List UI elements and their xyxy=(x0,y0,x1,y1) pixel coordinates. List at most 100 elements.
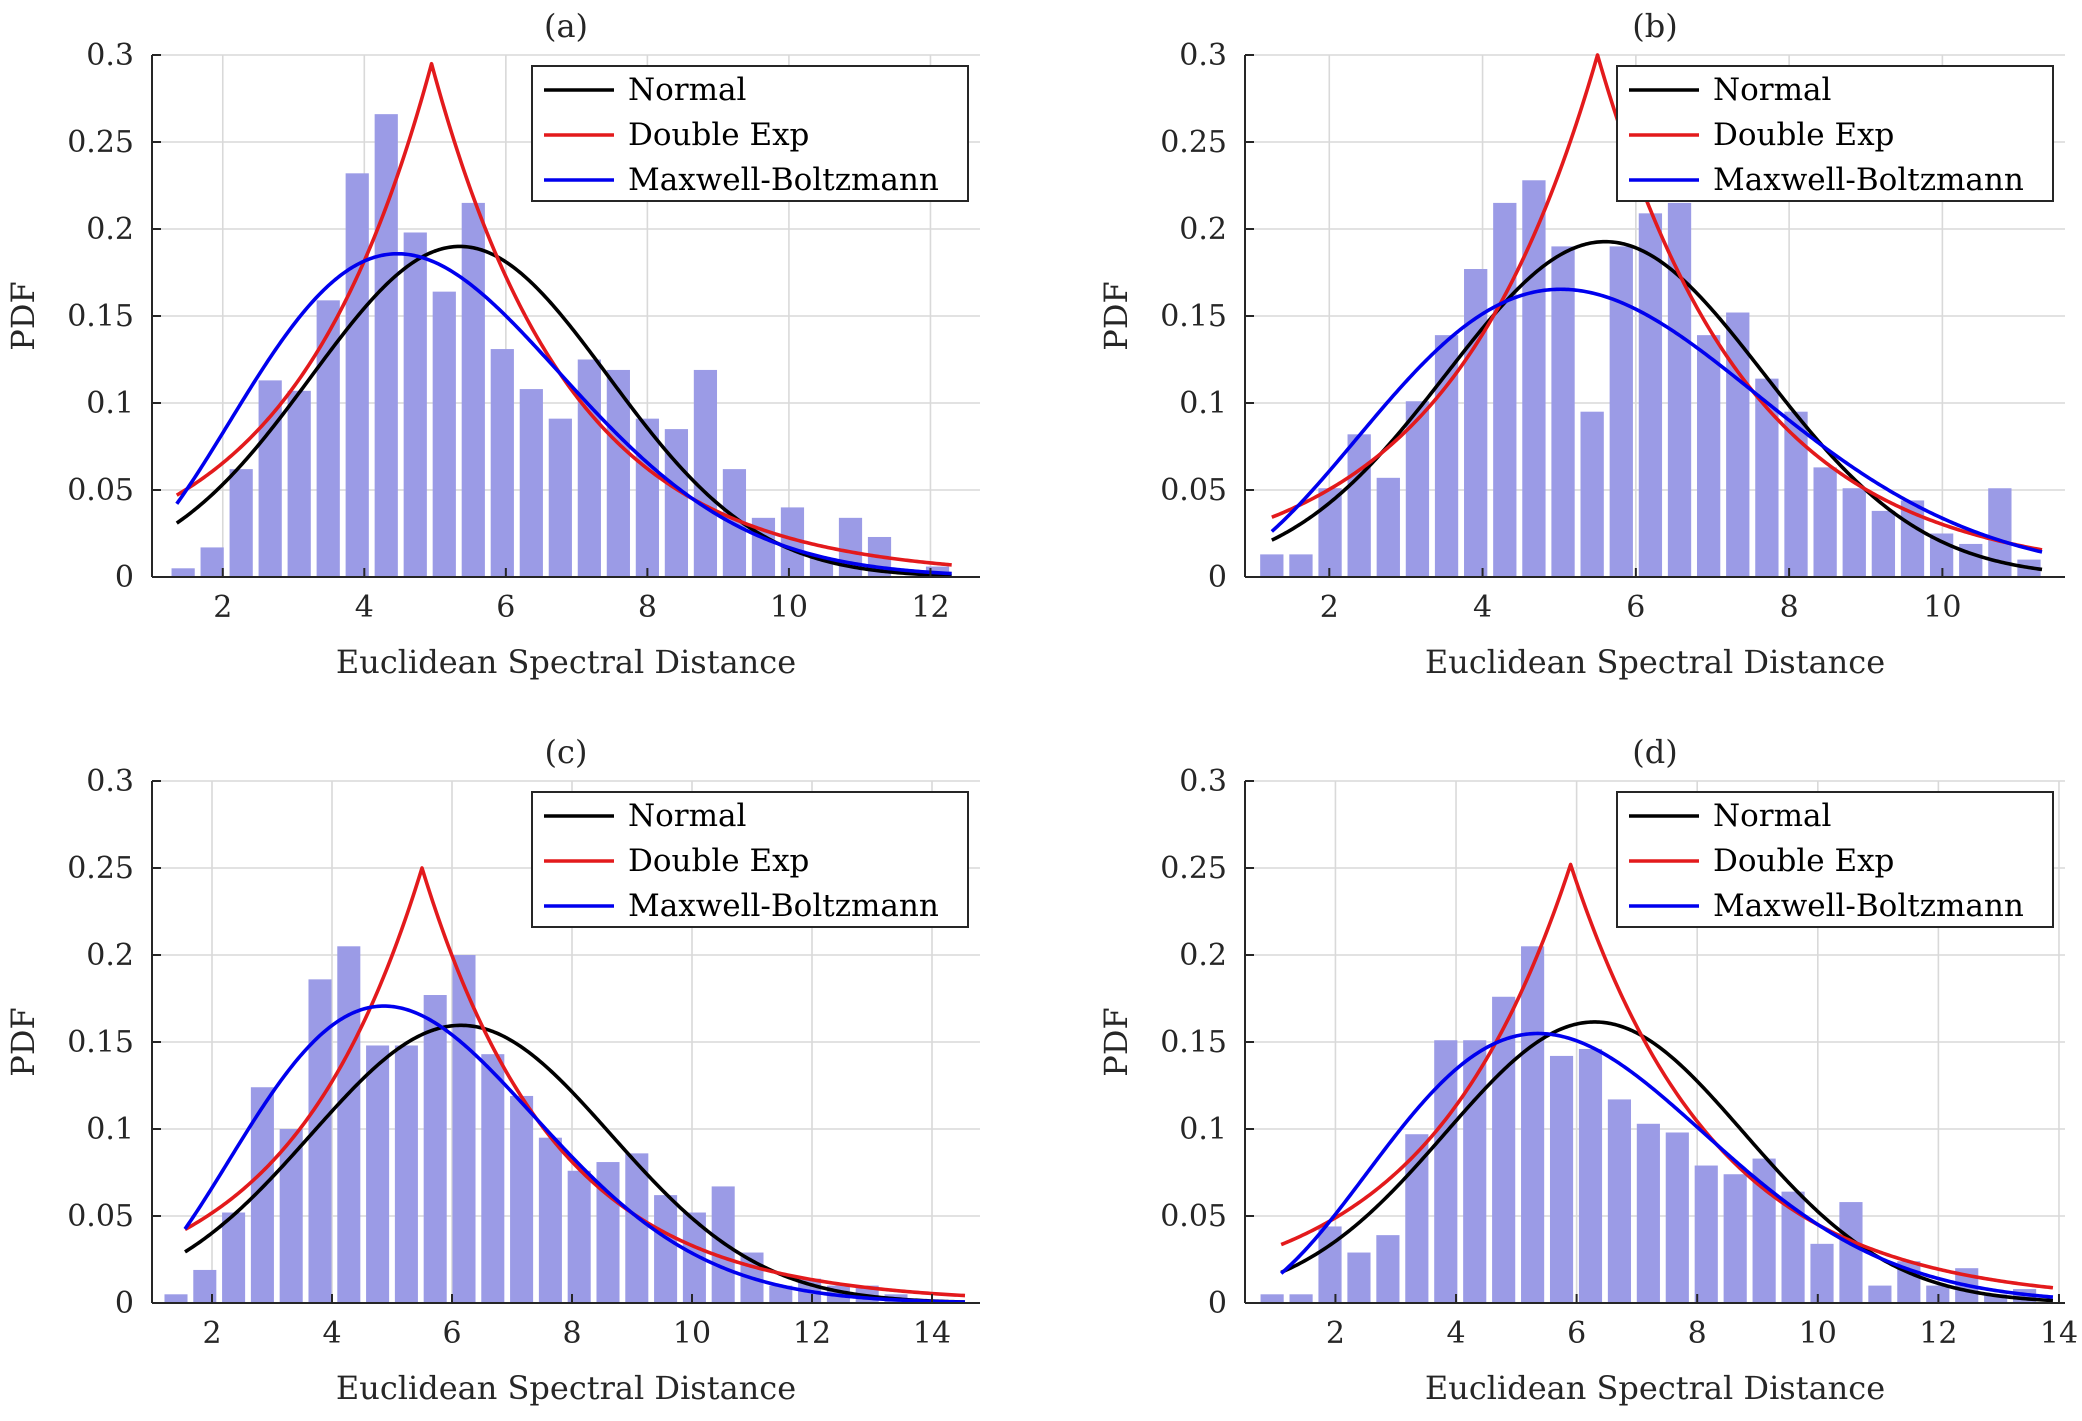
histogram-bar xyxy=(222,1212,246,1303)
histogram-bar xyxy=(1318,488,1342,577)
x-tick-label: 10 xyxy=(770,590,808,625)
y-tick-label: 0.2 xyxy=(1179,212,1227,247)
histogram-bar xyxy=(664,429,689,577)
histogram-bar xyxy=(316,300,340,577)
y-tick-label: 0 xyxy=(1208,1286,1227,1321)
histogram-bar xyxy=(287,390,311,577)
x-tick-label: 8 xyxy=(1688,1316,1707,1351)
histogram-bar xyxy=(1988,488,2012,577)
y-tick-label: 0.25 xyxy=(1160,125,1227,160)
histogram-bar xyxy=(423,995,447,1303)
y-tick-label: 0.05 xyxy=(1160,473,1227,508)
histogram-bars xyxy=(1260,946,2037,1303)
y-tick-label: 0.3 xyxy=(1179,764,1227,799)
x-axis-label: Euclidean Spectral Distance xyxy=(336,1369,796,1407)
legend: Normal Double Exp Maxwell-Boltzmann xyxy=(531,65,969,202)
y-tick-label: 0 xyxy=(115,1286,134,1321)
histogram-bar xyxy=(1549,1055,1574,1303)
histogram-bar xyxy=(1784,411,1808,577)
legend-label: Double Exp xyxy=(1713,117,1894,153)
y-axis-label: PDF xyxy=(1097,281,1135,350)
x-tick-label: 10 xyxy=(1923,590,1961,625)
histogram-bar xyxy=(308,979,332,1303)
histogram-bar xyxy=(403,232,427,578)
histogram-bar xyxy=(567,1170,591,1303)
x-tick-label: 6 xyxy=(1567,1316,1586,1351)
histogram-bar xyxy=(1900,500,1925,577)
histogram-bar xyxy=(1813,467,1837,577)
x-tick-label: 14 xyxy=(913,1316,951,1351)
legend-label: Double Exp xyxy=(1713,843,1894,879)
histogram-bar xyxy=(1347,1252,1371,1303)
x-tick-label: 8 xyxy=(638,590,657,625)
legend: Normal Double Exp Maxwell-Boltzmann xyxy=(531,791,969,928)
histogram-bar xyxy=(1405,401,1430,577)
histogram-bar xyxy=(519,389,543,577)
curve-normal xyxy=(1280,1020,2054,1303)
y-tick-label: 0.1 xyxy=(86,386,134,421)
histogram-bar xyxy=(1289,1294,1313,1303)
x-tick-label: 10 xyxy=(673,1316,711,1351)
legend-label: Double Exp xyxy=(628,843,809,879)
panel-1: 2 4 6 8 10 12 0 0.05 0.1 0.15 0.2 0.25 0.3 (a) Euclide… xyxy=(4,7,980,681)
x-tick-label: 4 xyxy=(1473,590,1492,625)
curve-maxwell xyxy=(183,1004,966,1304)
y-tick-label: 0.25 xyxy=(1160,851,1227,886)
x-tick-label: 14 xyxy=(2040,1316,2078,1351)
y-tick-label: 0.15 xyxy=(1160,299,1227,334)
histogram-bar xyxy=(258,380,282,577)
x-axis-label: Euclidean Spectral Distance xyxy=(1425,1369,1885,1407)
histogram-bar xyxy=(1289,554,1313,577)
x-tick-label: 6 xyxy=(1626,590,1645,625)
x-tick-label: 2 xyxy=(213,590,232,625)
y-tick-label: 0.05 xyxy=(67,1199,134,1234)
histogram-bar xyxy=(1694,1165,1718,1303)
histogram-bar xyxy=(1580,411,1604,577)
panel-3: 2 4 6 8 10 12 14 0 0.05 0.1 0.15 0.2 0.25 0.3 (c) Eucli… xyxy=(4,733,980,1407)
histogram-bar xyxy=(337,946,361,1303)
histogram-bar xyxy=(1347,434,1371,577)
histogram-bar xyxy=(1578,1048,1603,1303)
histogram-bar xyxy=(1984,1294,2008,1303)
histogram-bar xyxy=(461,202,485,577)
histogram-bar xyxy=(654,1195,678,1303)
histogram-bar xyxy=(394,1045,418,1303)
histogram-bar xyxy=(250,1087,274,1303)
y-tick-label: 0.1 xyxy=(1179,386,1227,421)
histogram-bar xyxy=(164,1294,188,1303)
y-tick-label: 0.15 xyxy=(67,1025,134,1060)
histogram-bar xyxy=(193,1269,217,1303)
histogram-bar xyxy=(1665,1132,1689,1303)
y-tick-label: 0.2 xyxy=(86,938,134,973)
y-tick-label: 0.3 xyxy=(1179,38,1227,73)
histogram-bar xyxy=(635,418,659,577)
x-tick-label: 2 xyxy=(1326,1316,1345,1351)
histogram-bar xyxy=(1781,1191,1805,1303)
x-tick-label: 6 xyxy=(496,590,515,625)
y-tick-label: 0.15 xyxy=(67,299,134,334)
x-tick-label: 4 xyxy=(355,590,374,625)
legend-label: Normal xyxy=(628,72,746,108)
legend-label: Maxwell-Boltzmann xyxy=(1713,888,2024,924)
y-axis-label: PDF xyxy=(1097,1007,1135,1076)
histogram-bar xyxy=(769,1285,793,1303)
histogram-bar xyxy=(1607,1099,1632,1303)
curve-maxwell xyxy=(175,251,952,576)
histogram-bar xyxy=(366,1045,390,1303)
histogram-bar xyxy=(490,349,514,577)
histogram-bar xyxy=(345,173,369,577)
histogram-bar xyxy=(1871,510,1896,577)
histogram-bar xyxy=(538,1137,562,1303)
curve-normal xyxy=(184,1023,966,1304)
legend-label: Normal xyxy=(1713,798,1831,834)
x-tick-label: 2 xyxy=(1320,590,1339,625)
histogram-bar xyxy=(1636,1123,1660,1303)
histogram-bar xyxy=(693,369,718,577)
histogram-bar xyxy=(577,359,601,577)
histogram-bar xyxy=(1842,488,1866,577)
histogram-bar xyxy=(1464,269,1488,577)
y-tick-label: 0.1 xyxy=(86,1112,134,1147)
x-tick-label: 8 xyxy=(1780,590,1799,625)
histogram-bar xyxy=(1376,477,1400,577)
